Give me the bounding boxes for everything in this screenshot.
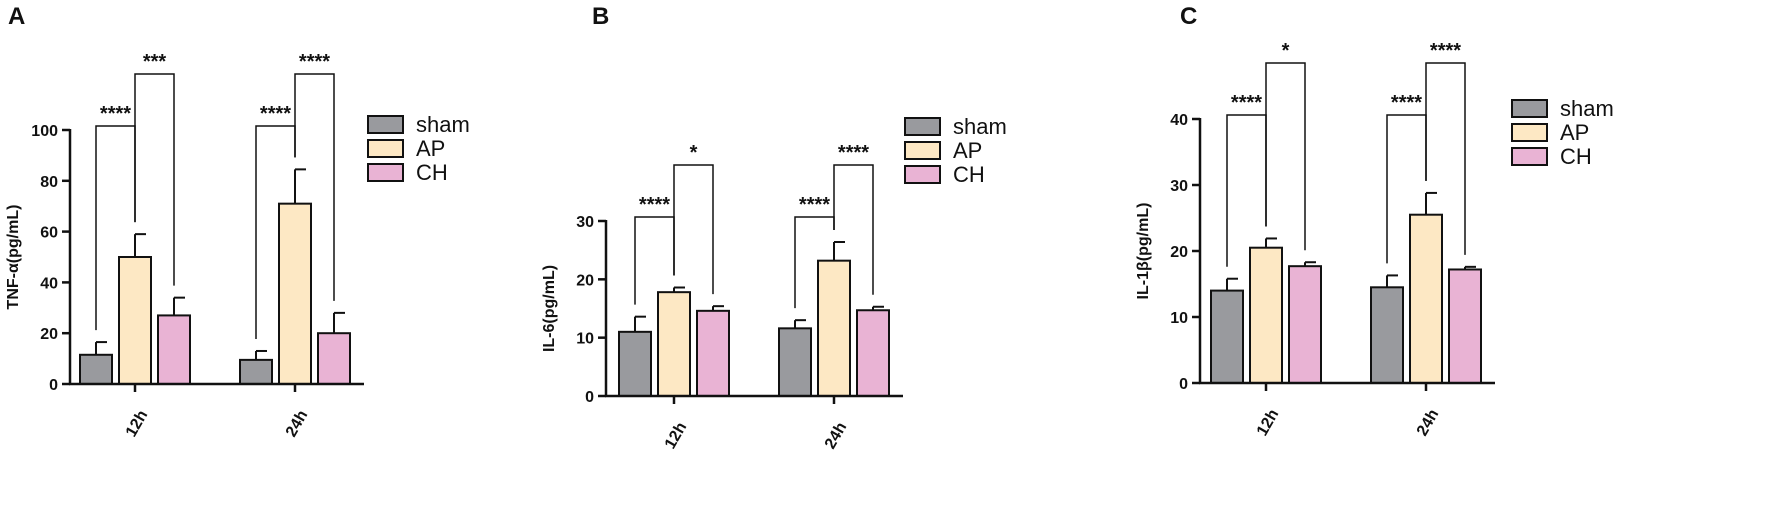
bar-ap-12h: [657, 291, 691, 397]
significance-bracket: [673, 164, 714, 295]
y-tick-label: 20: [576, 272, 594, 289]
significance-label: ****: [639, 194, 670, 216]
y-axis-label: IL-1β(pg/mL): [1135, 203, 1152, 300]
legend-label-ch: CH: [953, 162, 985, 187]
legend-label-ch: CH: [1560, 144, 1592, 169]
bar-sham-24h: [778, 327, 812, 398]
x-tick-label-24h: 24h: [822, 420, 851, 452]
x-tick-label-12h: 12h: [662, 420, 691, 452]
bar-ap-24h: [1409, 213, 1443, 384]
legend-label-sham: sham: [416, 112, 470, 137]
bar-ap-24h: [278, 202, 312, 385]
y-tick-label: 30: [576, 214, 594, 231]
y-tick-label: 0: [1179, 376, 1188, 393]
legend-swatch-ch: [904, 165, 941, 184]
y-tick-label: 100: [31, 123, 58, 140]
legend-label-sham: sham: [953, 114, 1007, 139]
y-tick-label: 40: [40, 275, 58, 292]
legend-label-ch: CH: [416, 160, 448, 185]
significance-label: *: [690, 142, 698, 164]
bar-ch-12h: [157, 314, 191, 386]
bar-ch-12h: [1288, 265, 1322, 384]
legend-label-sham: sham: [1560, 96, 1614, 121]
y-tick-label: 20: [40, 326, 58, 343]
bar-ch-12h: [696, 309, 730, 398]
y-tick-label: 0: [585, 389, 594, 406]
bar-ch-24h: [1448, 268, 1482, 385]
x-tick-label-24h: 24h: [1414, 407, 1443, 439]
y-axis-label: IL-6(pg/mL): [541, 265, 558, 352]
y-tick-label: 30: [1170, 178, 1188, 195]
bar-sham-12h: [618, 330, 652, 398]
x-tick-label-12h: 12h: [1254, 407, 1283, 439]
significance-label: ****: [1391, 92, 1422, 114]
bar-ap-24h: [817, 259, 851, 397]
legend-swatch-sham: [1511, 99, 1548, 118]
significance-bracket: [1265, 62, 1306, 251]
significance-bracket: [294, 73, 335, 301]
y-tick-label: 80: [40, 174, 58, 191]
bar-sham-24h: [239, 358, 273, 385]
significance-label: *: [1282, 40, 1290, 62]
significance-label: ****: [260, 103, 291, 125]
bar-ch-24h: [856, 309, 890, 397]
significance-label: ***: [143, 51, 167, 73]
legend-swatch-ch: [1511, 147, 1548, 166]
y-tick-label: 0: [49, 377, 58, 394]
bar-sham-24h: [1370, 286, 1404, 384]
significance-label: ****: [799, 194, 830, 216]
significance-bracket: [1425, 62, 1466, 255]
y-axis-label: TNF-α(pg/mL): [5, 205, 22, 310]
significance-bracket: [1226, 114, 1267, 267]
significance-label: ****: [1430, 40, 1461, 62]
significance-label: ****: [100, 103, 131, 125]
y-tick-label: 10: [576, 331, 594, 348]
x-tick-label-24h: 24h: [283, 408, 312, 440]
y-tick-label: 20: [1170, 244, 1188, 261]
bar-sham-12h: [1210, 289, 1244, 385]
legend-label-ap: AP: [953, 138, 982, 163]
significance-label: ****: [1231, 92, 1262, 114]
legend-swatch-ap: [367, 139, 404, 158]
legend-swatch-ap: [904, 141, 941, 160]
legend-swatch-ch: [367, 163, 404, 182]
significance-label: ****: [299, 51, 330, 73]
legend-label-ap: AP: [416, 136, 445, 161]
significance-bracket: [134, 73, 175, 286]
x-tick-label-12h: 12h: [123, 408, 152, 440]
significance-bracket: [833, 164, 874, 295]
legend-swatch-ap: [1511, 123, 1548, 142]
y-tick-label: 60: [40, 225, 58, 242]
bar-sham-12h: [79, 353, 113, 386]
y-tick-label: 40: [1170, 112, 1188, 129]
legend-swatch-sham: [367, 115, 404, 134]
significance-label: ****: [838, 142, 869, 164]
panel-letter: B: [592, 3, 609, 30]
bar-ap-12h: [118, 256, 152, 385]
y-tick-label: 10: [1170, 310, 1188, 327]
panel-letter: C: [1180, 3, 1197, 30]
panel-letter: A: [8, 3, 25, 30]
legend-label-ap: AP: [1560, 120, 1589, 145]
bar-ch-24h: [317, 332, 351, 386]
legend-swatch-sham: [904, 117, 941, 136]
bar-ap-12h: [1249, 246, 1283, 384]
